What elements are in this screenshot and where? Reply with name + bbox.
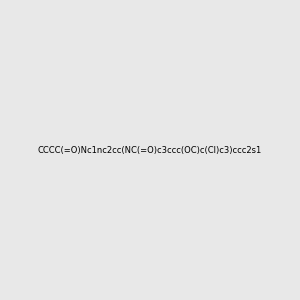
- Text: CCCC(=O)Nc1nc2cc(NC(=O)c3ccc(OC)c(Cl)c3)ccc2s1: CCCC(=O)Nc1nc2cc(NC(=O)c3ccc(OC)c(Cl)c3)…: [38, 146, 262, 154]
